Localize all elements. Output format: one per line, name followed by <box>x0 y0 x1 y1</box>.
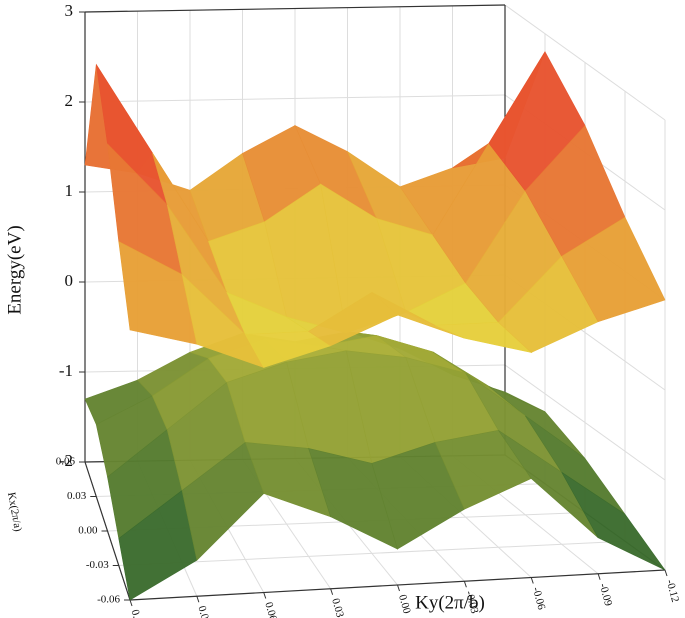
y-tick-label: 0.06 <box>56 456 76 468</box>
x-tick-label: -0.12 <box>664 578 682 603</box>
z-tick-label: 3 <box>65 1 74 20</box>
surface-patch <box>561 216 666 323</box>
x-tick-label: 0.09 <box>196 605 213 618</box>
z-tick-label: 1 <box>65 181 74 200</box>
x-tick-label: 0.12 <box>129 608 146 618</box>
tick-mark <box>397 584 400 592</box>
z-tick-label: 2 <box>65 91 74 110</box>
tick-mark <box>330 588 334 595</box>
x-axis-label: Ky(2π/b) <box>415 592 485 613</box>
x-tick-label: -0.06 <box>530 586 548 612</box>
tick-mark <box>463 581 467 588</box>
z-tick-label: -2 <box>59 451 73 470</box>
y-tick-label: 0.00 <box>78 525 98 537</box>
axis-frame <box>84 4 506 13</box>
x-tick-label: 0.03 <box>329 597 346 618</box>
x-tick-label: -0.09 <box>597 582 615 608</box>
tick-mark <box>129 599 133 607</box>
z-axis-label: Energy(eV) <box>4 225 25 314</box>
z-tick-label: -1 <box>59 361 73 380</box>
tick-mark <box>530 577 534 584</box>
y-tick-label: -0.03 <box>86 559 109 571</box>
z-tick-label: 0 <box>65 271 74 290</box>
x-tick-label: -0.03 <box>463 590 481 616</box>
surface-patch <box>561 472 666 571</box>
x-tick-label: 0.00 <box>396 593 413 615</box>
tick-mark <box>196 596 200 603</box>
y-axis-label: Kx(2π/a) <box>5 491 24 533</box>
y-tick-label: -0.06 <box>97 594 120 606</box>
tick-mark <box>263 592 267 599</box>
tick-mark <box>597 573 601 580</box>
y-tick-label: 0.03 <box>67 490 87 502</box>
tick-mark <box>664 569 668 577</box>
x-tick-label: 0.06 <box>262 601 279 618</box>
grid-line <box>118 540 626 566</box>
